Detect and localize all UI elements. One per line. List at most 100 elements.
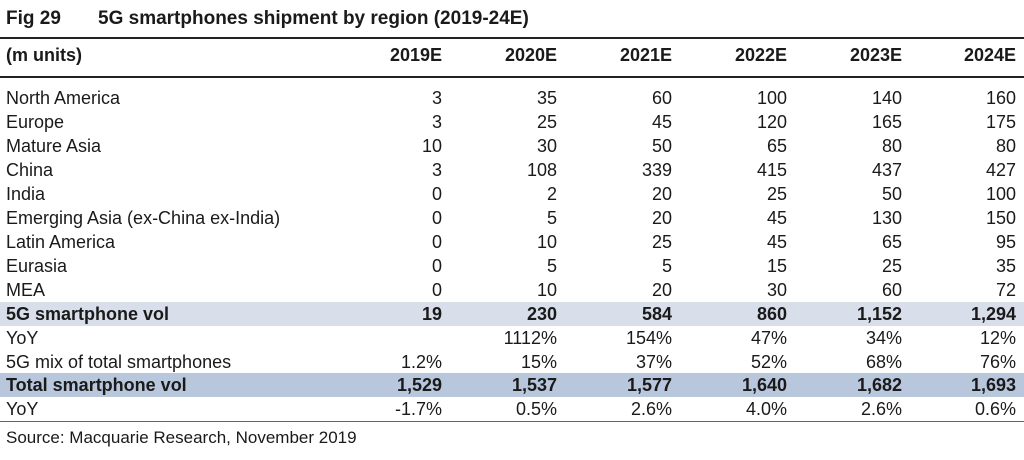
- row-label: YoY: [6, 328, 39, 348]
- row-value: 30: [766, 280, 787, 300]
- row-value: 160: [985, 88, 1016, 108]
- row-value: 1,693: [970, 375, 1016, 395]
- table-header: (m units) 2019E 2020E 2021E 2022E 2023E …: [0, 41, 1024, 75]
- row-label: China: [6, 160, 54, 180]
- table-row: Total smartphone vol 1,529 1,537 1,577 1,640…: [0, 373, 1024, 397]
- row-value: 45: [651, 112, 672, 132]
- row-value: 584: [641, 304, 672, 324]
- source-note: Source: Macquarie Research, November 201…: [6, 428, 357, 447]
- row-value: 5: [546, 208, 557, 228]
- header-rule: [0, 76, 1024, 78]
- row-value: 35: [536, 88, 557, 108]
- row-value: 47%: [750, 328, 787, 348]
- table-row: Europe 3 25 45 120 165 175: [0, 110, 1024, 134]
- table-row: YoY 1112% 154% 47% 34% 12%: [0, 326, 1024, 350]
- row-value: 2.6%: [860, 399, 902, 419]
- row-value: 10: [536, 232, 557, 252]
- row-value: 1112%: [503, 328, 557, 348]
- row-value: 5: [661, 256, 672, 276]
- row-value: 1,577: [626, 375, 672, 395]
- row-value: -1.7%: [394, 399, 442, 419]
- row-value: 0: [431, 280, 442, 300]
- row-value: 30: [536, 136, 557, 156]
- row-value: 76%: [979, 352, 1016, 372]
- row-label: Emerging Asia (ex-China ex-India): [6, 208, 281, 228]
- row-value: 45: [766, 208, 787, 228]
- row-value: 80: [995, 136, 1016, 156]
- row-value: 20: [651, 280, 672, 300]
- row-label: North America: [6, 88, 121, 108]
- row-value: 165: [871, 112, 902, 132]
- year-header-2021: 2021E: [619, 45, 672, 65]
- table-row: China 3 108 339 415 437 427: [0, 158, 1024, 182]
- row-value: 35: [995, 256, 1016, 276]
- row-value: 437: [871, 160, 902, 180]
- row-value: 4.0%: [745, 399, 787, 419]
- row-value: 1.2%: [400, 352, 442, 372]
- year-header-2022: 2022E: [734, 45, 787, 65]
- row-value: 3: [431, 88, 442, 108]
- row-value: 65: [766, 136, 787, 156]
- row-value: 120: [756, 112, 787, 132]
- table-row: 5G smartphone vol 19 230 584 860 1,152 1,294: [0, 302, 1024, 326]
- row-value: 3: [431, 112, 442, 132]
- row-value: 37%: [635, 352, 672, 372]
- table-row: 5G mix of total smartphones 1.2% 15% 37% 52%…: [0, 350, 1024, 374]
- row-value: 50: [651, 136, 672, 156]
- row-label: 5G mix of total smartphones: [6, 352, 232, 372]
- row-value: 72: [995, 280, 1016, 300]
- row-value: 15%: [520, 352, 557, 372]
- row-value: 60: [651, 88, 672, 108]
- year-header-2020: 2020E: [504, 45, 557, 65]
- figure-title: Fig 29 5G smartphones shipment by region …: [6, 2, 529, 36]
- row-value: 0.5%: [515, 399, 557, 419]
- row-value: 1,682: [856, 375, 902, 395]
- row-value: 95: [995, 232, 1016, 252]
- row-value: 1,640: [741, 375, 787, 395]
- row-value: 100: [756, 88, 787, 108]
- row-value: 2: [546, 184, 557, 204]
- row-value: 25: [881, 256, 902, 276]
- row-label: Total smartphone vol: [6, 375, 187, 395]
- row-label: Europe: [6, 112, 65, 132]
- table-row: India 0 2 20 25 50 100: [0, 182, 1024, 206]
- row-value: 0: [431, 184, 442, 204]
- row-value: 65: [881, 232, 902, 252]
- row-value: 154%: [625, 328, 672, 348]
- row-value: 3: [431, 160, 442, 180]
- row-value: 45: [766, 232, 787, 252]
- row-value: 15: [766, 256, 787, 276]
- row-value: 50: [881, 184, 902, 204]
- top-rule: [0, 37, 1024, 39]
- row-value: 1,152: [856, 304, 902, 324]
- row-value: 0: [431, 208, 442, 228]
- row-value: 68%: [865, 352, 902, 372]
- row-value: 0.6%: [974, 399, 1016, 419]
- table-row: YoY -1.7% 0.5% 2.6% 4.0% 2.6% 0.6%: [0, 397, 1024, 421]
- row-value: 1,537: [511, 375, 557, 395]
- row-value: 339: [641, 160, 672, 180]
- figure-title-text: 5G smartphones shipment by region (2019-…: [98, 8, 529, 29]
- row-label: Latin America: [6, 232, 116, 252]
- year-header-2024: 2024E: [963, 45, 1016, 65]
- figure-number: Fig 29: [6, 8, 61, 29]
- year-header-2019: 2019E: [389, 45, 442, 65]
- row-value: 175: [985, 112, 1016, 132]
- row-value: 150: [985, 208, 1016, 228]
- row-value: 130: [871, 208, 902, 228]
- row-value: 60: [881, 280, 902, 300]
- table-row: North America 3 35 60 100 140 160: [0, 86, 1024, 110]
- row-value: 100: [985, 184, 1016, 204]
- row-label: MEA: [6, 280, 46, 300]
- row-value: 230: [526, 304, 557, 324]
- row-value: 25: [536, 112, 557, 132]
- row-value: 25: [766, 184, 787, 204]
- row-label: Eurasia: [6, 256, 68, 276]
- row-value: 5: [546, 256, 557, 276]
- row-value: 10: [536, 280, 557, 300]
- row-label: YoY: [6, 399, 39, 419]
- row-value: 1,294: [970, 304, 1016, 324]
- row-label: Mature Asia: [6, 136, 102, 156]
- row-value: 108: [526, 160, 557, 180]
